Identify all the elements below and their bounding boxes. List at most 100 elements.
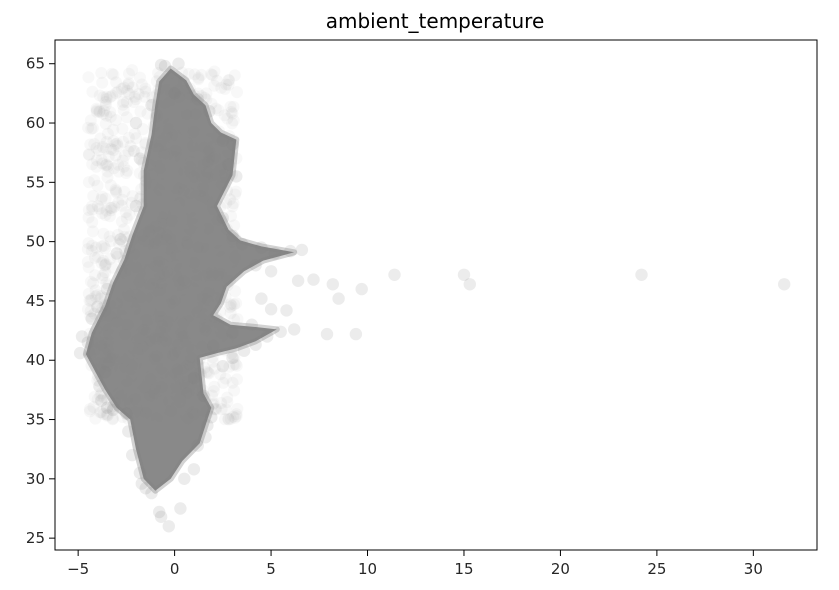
scatter-point [123, 67, 135, 80]
scatter-point [96, 76, 109, 89]
scatter-point [127, 96, 140, 108]
scatter-point [284, 244, 297, 258]
scatter-point [200, 93, 213, 106]
scatter-point [100, 90, 113, 103]
scatter-point [227, 100, 240, 113]
scatter-point [107, 68, 120, 81]
scatter-point [95, 290, 108, 303]
scatter-point [97, 269, 110, 282]
scatter-point [97, 91, 110, 104]
scatter-point [100, 401, 114, 414]
scatter-point [224, 298, 237, 311]
scatter-point [222, 413, 235, 426]
scatter-point [123, 88, 136, 100]
scatter-point [130, 132, 143, 145]
y-tick-label: 40 [26, 351, 45, 369]
scatter-point [225, 210, 237, 223]
scatter-point [288, 323, 301, 336]
scatter-point [222, 412, 235, 425]
scatter-point [182, 67, 195, 80]
scatter-point [104, 106, 117, 119]
scatter-point [121, 164, 134, 177]
scatter-point [75, 330, 89, 343]
x-tick-label: 25 [647, 560, 666, 578]
scatter-point [82, 261, 95, 274]
scatter-point [135, 154, 148, 167]
scatter-point [228, 69, 241, 82]
scatter-point [118, 185, 131, 198]
scatter-point [154, 510, 168, 523]
scatter-point [226, 138, 239, 151]
scatter-point [217, 376, 230, 389]
scatter-point [99, 209, 112, 222]
scatter-point [105, 202, 118, 214]
y-tick-label: 50 [26, 233, 45, 251]
scatter-point [205, 411, 218, 424]
scatter-point [104, 201, 117, 214]
scatter-point [226, 200, 239, 213]
scatter-point [101, 165, 114, 178]
scatter-point [219, 413, 231, 426]
scatter-point [230, 170, 243, 183]
scatter-point [118, 81, 130, 94]
scatter-point [178, 472, 191, 485]
scatter-point [90, 102, 103, 115]
scatter-point [228, 384, 241, 397]
scatter-point [220, 78, 233, 91]
scatter-point [122, 131, 135, 144]
y-tick-label: 65 [26, 55, 45, 73]
scatter-point [83, 403, 96, 416]
scatter-point [95, 406, 108, 419]
scatter-point [116, 193, 129, 206]
scatter-point [221, 112, 234, 125]
scatter-point [231, 402, 244, 415]
scatter-point [635, 268, 648, 281]
scatter-point [225, 347, 238, 360]
scatter-point [106, 412, 119, 425]
scatter-point [224, 193, 236, 206]
scatter-point [168, 87, 181, 100]
scatter-point [99, 99, 112, 111]
scatter-point [112, 165, 125, 178]
scatter-point [104, 235, 117, 248]
scatter-point [139, 136, 152, 149]
scatter-point [219, 372, 232, 385]
scatter-point [89, 284, 102, 297]
scatter-point [291, 274, 305, 287]
scatter-point [97, 408, 110, 420]
scatter-point [187, 463, 201, 476]
x-tick-label: 20 [551, 560, 570, 578]
scatter-point [123, 208, 136, 221]
scatter-point [162, 520, 175, 533]
scatter-point [90, 142, 103, 154]
scatter-point [228, 298, 241, 311]
scatter-point [223, 74, 236, 87]
scatter-point [106, 89, 119, 102]
scatter-point [82, 148, 95, 161]
scatter-point [118, 230, 131, 243]
scatter-point [245, 318, 258, 331]
scatter-point [100, 409, 113, 422]
scatter-point [93, 202, 106, 215]
scatter-point [88, 251, 101, 264]
scatter-point [94, 132, 107, 145]
scatter-point [112, 158, 125, 171]
scatter-point [214, 368, 227, 381]
scatter-point [113, 238, 126, 251]
scatter-point [231, 86, 243, 99]
scatter-point [264, 265, 278, 278]
scatter-point [199, 431, 212, 444]
x-tick-label: −5 [67, 560, 89, 578]
y-tick-label: 30 [26, 470, 45, 488]
scatter-point [86, 225, 99, 238]
scatter-point [93, 380, 106, 393]
scatter-point [109, 185, 122, 197]
scatter-point [139, 85, 152, 98]
scatter-point [228, 351, 241, 364]
scatter-point [86, 239, 99, 252]
scatter-point [228, 219, 241, 232]
scatter-point [224, 307, 237, 320]
scatter-point [355, 282, 368, 296]
scatter-point [209, 102, 222, 115]
